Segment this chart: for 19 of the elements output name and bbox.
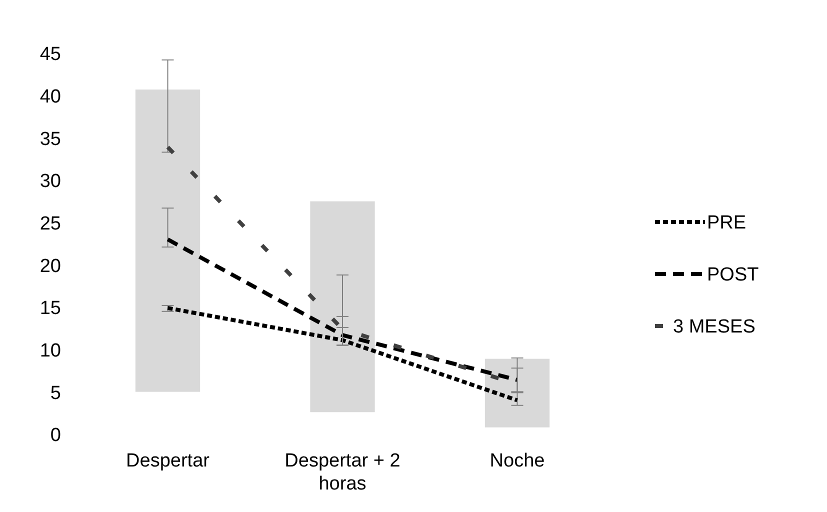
y-tick-label: 0: [50, 425, 61, 446]
bar: [484, 358, 550, 428]
y-tick-label: 45: [40, 44, 61, 66]
y-tick-label: 30: [40, 171, 61, 192]
y-tick-label: 10: [40, 340, 61, 362]
y-tick-label: 5: [50, 382, 61, 404]
legend-label: 3 MESES: [673, 316, 756, 338]
legend-label: PRE: [707, 212, 746, 234]
bar: [135, 90, 200, 392]
legend-label: POST: [707, 264, 760, 286]
y-tick-label: 40: [40, 86, 61, 108]
x-tick-label: Despertar: [126, 450, 210, 472]
y-tick-label: 25: [40, 213, 61, 234]
y-tick-label: 20: [40, 256, 61, 277]
x-tick-label: Noche: [490, 450, 545, 472]
x-tick-label: Despertar + 2 horas: [284, 450, 400, 494]
y-tick-label: 35: [40, 128, 61, 150]
bar: [310, 201, 375, 412]
y-tick-label: 15: [40, 298, 61, 320]
